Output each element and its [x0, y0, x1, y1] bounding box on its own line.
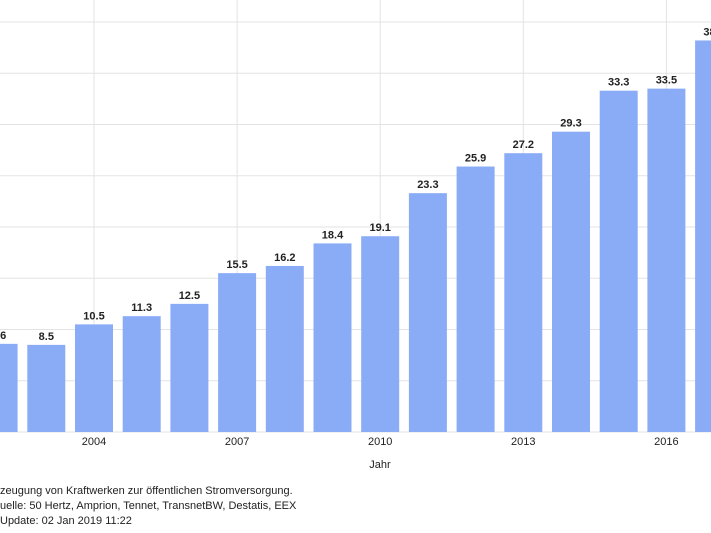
value-label: 11.3	[131, 302, 152, 314]
value-label: 23.3	[417, 179, 438, 191]
bar	[647, 88, 686, 432]
value-label: 29.3	[560, 118, 581, 130]
bar	[408, 193, 447, 432]
x-tick-label: 2016	[654, 436, 678, 448]
value-label: 27.2	[513, 139, 534, 151]
value-label: 25.9	[465, 152, 486, 164]
value-label: 12.5	[179, 290, 200, 302]
value-label: 16.2	[274, 252, 295, 264]
bar	[599, 90, 638, 433]
value-label: 8.5	[39, 331, 54, 343]
value-label: 8.6	[0, 330, 6, 342]
bar	[218, 273, 257, 432]
x-tick-label: 2004	[82, 436, 106, 448]
value-label: 38.2	[703, 26, 711, 38]
value-label: 15.5	[226, 259, 247, 271]
bar	[122, 316, 161, 432]
bar	[456, 166, 495, 432]
note: Update: 02 Jan 2019 11:22	[0, 515, 132, 527]
bar	[504, 153, 543, 432]
note: zeugung von Kraftwerken zur öffentlichen…	[0, 485, 293, 497]
x-tick-label: 2010	[368, 436, 392, 448]
value-label: 19.1	[369, 222, 390, 234]
bar	[170, 303, 209, 432]
bar	[313, 243, 352, 432]
x-axis-label: Jahr	[369, 459, 391, 471]
value-label: 18.4	[322, 229, 344, 241]
x-tick-label: 2013	[511, 436, 535, 448]
bar	[552, 131, 590, 433]
bar	[265, 265, 304, 432]
bar	[695, 40, 711, 432]
value-label: 10.5	[83, 310, 104, 322]
x-tick-label: 2007	[225, 436, 249, 448]
bar	[361, 236, 400, 432]
value-label: 33.5	[656, 75, 677, 87]
bar	[0, 343, 18, 432]
bar	[27, 344, 66, 432]
value-label: 33.3	[608, 77, 629, 89]
note: uelle: 50 Hertz, Amprion, Tennet, Transn…	[0, 500, 297, 512]
bar	[75, 324, 113, 432]
